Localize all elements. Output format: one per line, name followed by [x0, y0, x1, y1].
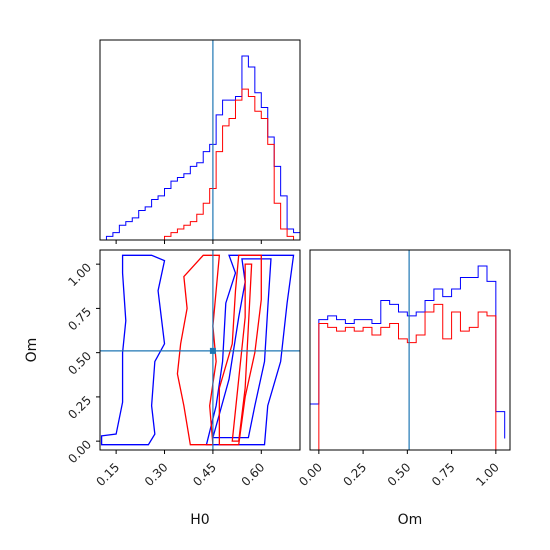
tick-label-om-1: 0.25 [340, 460, 369, 489]
tick-label-om-left-3: 0.75 [65, 305, 94, 334]
contour-red-2 [231, 263, 253, 442]
hist-om-series-blue [309, 265, 506, 450]
tick-label-om-2: 0.50 [385, 460, 414, 489]
x-axis-label-h0: H0 [190, 512, 209, 528]
tick-label-om-4: 1.00 [473, 460, 502, 489]
panel-hist-h0 [99, 39, 301, 244]
tick-label-om-left-2: 0.50 [65, 349, 94, 378]
tick-label-h0-3: 0.60 [239, 460, 268, 489]
tick-label-om-3: 0.75 [429, 460, 458, 489]
frame-contour [99, 249, 301, 451]
tick-label-h0-0: 0.15 [93, 460, 122, 489]
truth-marker [209, 347, 216, 354]
tick-label-om-left-1: 0.25 [65, 393, 94, 422]
contour-blue-0 [100, 254, 166, 446]
tick-label-h0-2: 0.45 [190, 460, 219, 489]
y-axis-label-om: Om [24, 338, 40, 363]
tick-label-h0-1: 0.30 [142, 460, 171, 489]
contour-red-1 [218, 254, 262, 446]
x-axis-label-om: Om [398, 512, 423, 528]
panel-contour-h0-om: 0.15 0.30 0.45 0.60 0.00 0.25 0.50 0.75 1.00 [65, 249, 301, 489]
contour-blue-2 [212, 258, 272, 439]
hist-om-series-red [310, 303, 505, 451]
frame-hist-om [309, 249, 511, 451]
tick-label-om-left-4: 1.00 [65, 260, 94, 289]
frame-hist-h0 [99, 39, 301, 241]
axis-labels: H0 Om Om [24, 338, 422, 528]
contour-lines [100, 254, 295, 446]
tick-label-om-0: 0.00 [296, 460, 325, 489]
contour-red-0 [176, 254, 221, 446]
hist-h0-series-red [100, 88, 300, 241]
panel-hist-om: 0.00 0.25 0.50 0.75 1.00 [296, 249, 511, 489]
hist-h0-series-blue [100, 55, 300, 241]
tick-label-om-left-0: 0.00 [65, 437, 94, 466]
